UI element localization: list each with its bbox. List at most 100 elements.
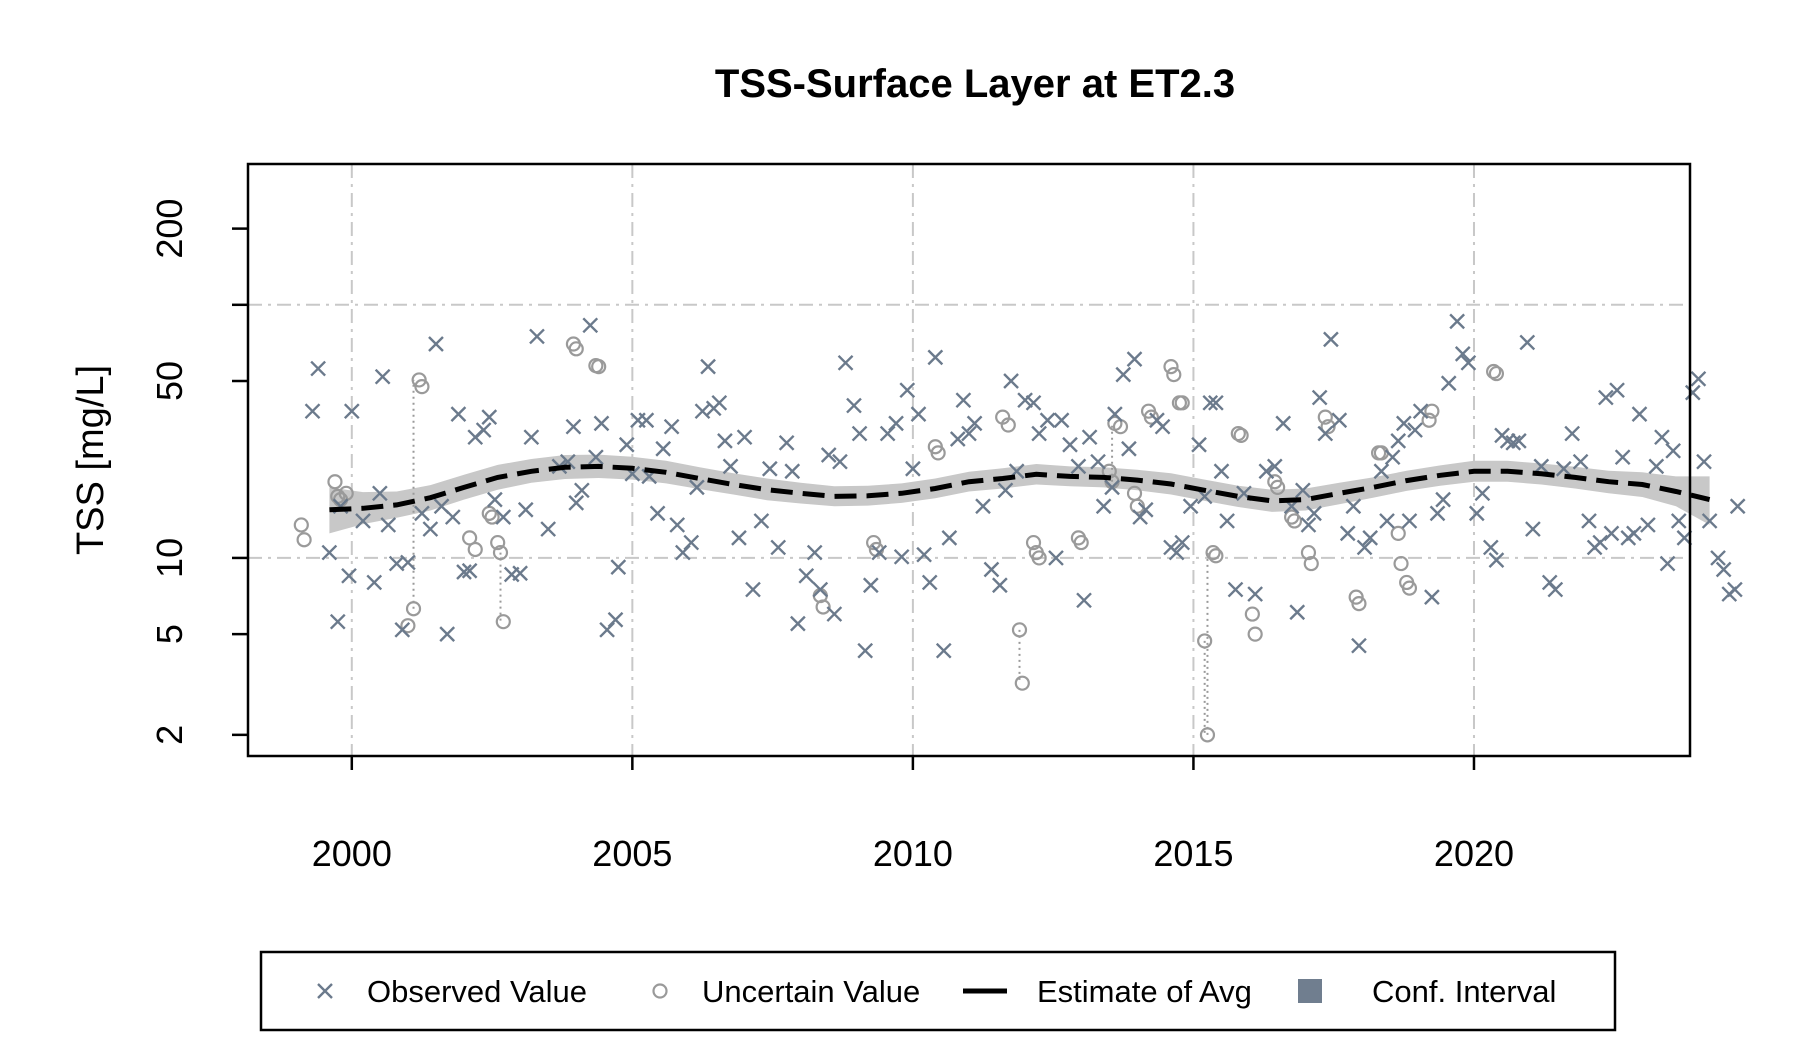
observed-point <box>1191 436 1207 453</box>
observed-point <box>669 517 686 533</box>
observed-point <box>1202 394 1219 411</box>
observed-point <box>568 495 585 511</box>
observed-point <box>610 559 627 575</box>
observed-point <box>341 567 357 584</box>
observed-point <box>1317 425 1334 442</box>
y-tick-label: 2 <box>149 725 190 745</box>
observed-point <box>607 611 624 628</box>
observed-point <box>1289 604 1306 621</box>
uncertain-point <box>1073 534 1089 551</box>
uncertain-point <box>1317 409 1333 425</box>
legend: Observed Value Uncertain Value Estimate of… <box>259 950 1617 1032</box>
observed-point <box>1339 525 1356 542</box>
observed-point <box>329 613 346 630</box>
observed-point <box>1631 406 1648 422</box>
observed-point <box>983 561 1000 578</box>
observed-point <box>1306 505 1322 522</box>
observed-point <box>736 429 753 446</box>
observed-point <box>1121 440 1137 457</box>
observed-point <box>1603 525 1620 542</box>
uncertain-point <box>1000 417 1016 433</box>
observed-point <box>1039 412 1056 429</box>
observed-point <box>1581 513 1597 529</box>
uncertain-points <box>293 336 1505 743</box>
observed-point <box>935 642 952 659</box>
legend-label: Estimate of Avg <box>1037 974 1252 1009</box>
observed-point <box>731 530 747 546</box>
observed-point <box>1505 434 1522 451</box>
legend-label: Conf. Interval <box>1372 974 1556 1009</box>
observed-point <box>905 460 921 477</box>
legend-label: Observed Value <box>367 974 587 1009</box>
observed-point <box>529 328 545 345</box>
observed-point <box>711 394 728 411</box>
observed-point <box>1300 517 1317 533</box>
observed-point <box>846 397 862 414</box>
observed-point <box>1710 550 1726 566</box>
observed-point <box>826 606 843 622</box>
observed-point <box>997 482 1014 499</box>
observed-point <box>1311 389 1328 406</box>
observed-point <box>879 425 896 442</box>
observed-point <box>495 509 512 525</box>
observed-point <box>517 501 534 518</box>
confidence-band <box>329 454 1710 534</box>
y-axis-label: TSS [mg/L] <box>70 365 112 555</box>
observed-point <box>487 491 503 508</box>
observed-point <box>992 577 1008 594</box>
observed-point <box>540 521 557 537</box>
observed-point <box>1640 517 1656 533</box>
confidence-band-area <box>329 454 1710 534</box>
uncertain-point <box>1424 403 1440 419</box>
observed-point <box>1351 637 1367 654</box>
legend-symbol-uncertain <box>652 983 668 999</box>
uncertain-point <box>327 474 343 490</box>
observed-point <box>310 360 326 377</box>
observed-point <box>1592 534 1609 551</box>
observed-point <box>1407 422 1423 438</box>
observed-point <box>394 621 411 638</box>
observed-point <box>372 485 388 502</box>
uncertain-point <box>296 532 312 548</box>
observed-point <box>1213 463 1230 480</box>
observed-point <box>1670 513 1687 529</box>
observed-point <box>1690 370 1707 387</box>
observed-point <box>753 513 770 529</box>
uncertain-point <box>815 599 831 615</box>
observed-point <box>1648 458 1665 475</box>
y-axis: 2 5 10 50 200 <box>149 199 248 745</box>
observed-point <box>450 406 467 422</box>
observed-point <box>1727 581 1743 598</box>
observed-point <box>1115 366 1132 383</box>
observed-point <box>1379 513 1395 529</box>
observed-point <box>798 567 815 584</box>
uncertain-point <box>1303 555 1319 572</box>
observed-point <box>1017 392 1033 409</box>
observed-point <box>593 415 610 432</box>
uncertain-point <box>1284 509 1300 525</box>
uncertain-point <box>1421 412 1437 428</box>
observed-point <box>857 642 874 659</box>
uncertain-point <box>1486 363 1502 380</box>
observed-point <box>1258 463 1275 480</box>
observed-point <box>1597 389 1614 406</box>
observed-point <box>871 544 888 561</box>
observed-point <box>1323 331 1339 348</box>
observed-point <box>1429 505 1446 522</box>
observed-point <box>1684 384 1701 401</box>
uncertain-point <box>1208 548 1224 564</box>
observed-point <box>837 354 854 371</box>
observed-point <box>1440 375 1457 392</box>
observed-point <box>343 403 360 420</box>
observed-point <box>694 403 711 420</box>
uncertain-point <box>1244 606 1260 622</box>
observed-point <box>1547 581 1564 598</box>
observed-point <box>832 453 848 470</box>
observed-point <box>638 412 655 429</box>
uncertain-point <box>591 359 607 375</box>
observed-point <box>1137 501 1154 518</box>
observed-point <box>1564 425 1581 442</box>
observed-point <box>806 544 823 561</box>
observed-point <box>355 513 371 529</box>
